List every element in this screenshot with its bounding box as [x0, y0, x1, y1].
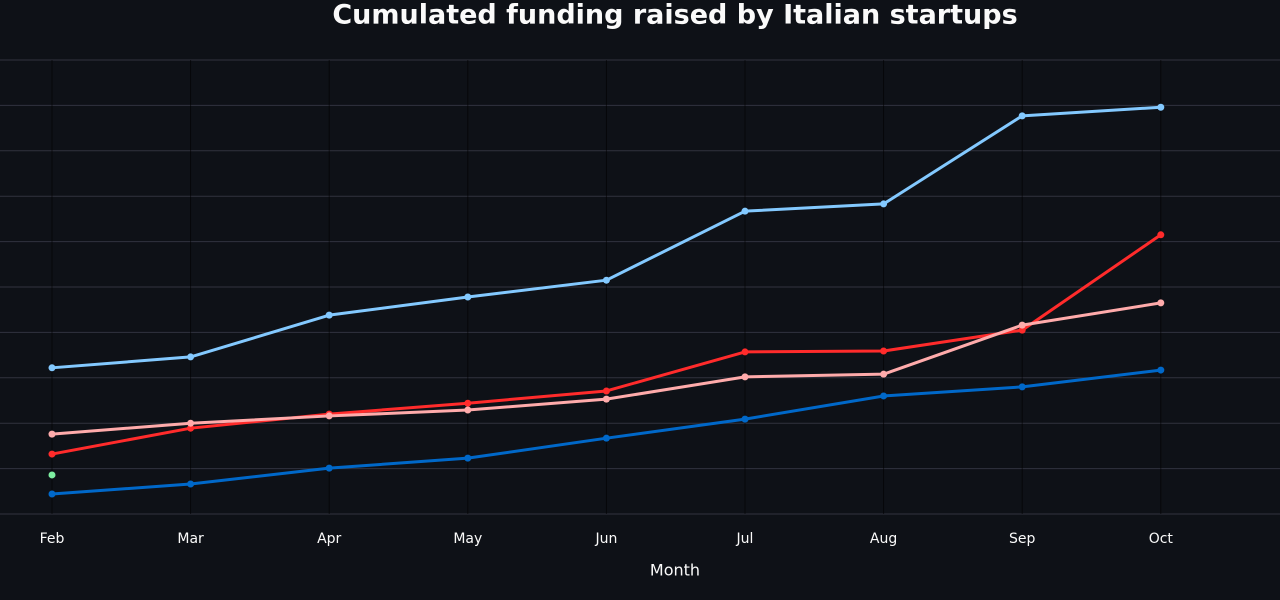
point: [1157, 103, 1165, 111]
point: [325, 311, 333, 319]
chart-title: Cumulated funding raised by Italian star…: [332, 0, 1017, 31]
x-tick-label: Jun: [594, 531, 617, 547]
point: [880, 200, 888, 208]
x-tick-label: Mar: [177, 531, 204, 547]
x-tick-label: Jul: [736, 531, 754, 547]
point: [325, 464, 333, 472]
point: [602, 276, 610, 284]
point: [1018, 112, 1026, 120]
point: [464, 293, 472, 301]
series: [48, 103, 1165, 372]
point: [880, 370, 888, 378]
x-tick-label: Oct: [1149, 531, 1174, 547]
point: [1157, 231, 1165, 239]
point: [602, 387, 610, 395]
point: [464, 406, 472, 414]
point: [1157, 366, 1165, 374]
point: [325, 412, 333, 420]
point: [880, 392, 888, 400]
series: [48, 471, 56, 479]
point: [880, 347, 888, 355]
point: [1018, 321, 1026, 329]
x-tick-label: Feb: [40, 531, 65, 547]
point: [48, 430, 56, 438]
point: [602, 434, 610, 442]
point: [187, 424, 195, 432]
x-tick-label: Sep: [1009, 531, 1036, 547]
point: [187, 353, 195, 361]
point: [48, 364, 56, 372]
series: [48, 299, 1165, 438]
point: [464, 399, 472, 407]
point: [48, 471, 56, 479]
x-tick-label: May: [453, 531, 482, 547]
point: [1018, 326, 1026, 334]
point: [741, 415, 749, 423]
point: [48, 450, 56, 458]
x-tick-label: Aug: [870, 531, 897, 547]
point: [741, 348, 749, 356]
point: [464, 454, 472, 462]
point: [741, 207, 749, 215]
point: [1157, 299, 1165, 307]
point: [741, 373, 749, 381]
x-tick-label: Apr: [317, 531, 341, 547]
grid: [0, 59, 1280, 515]
point: [602, 395, 610, 403]
point: [48, 490, 56, 498]
series: [48, 231, 1165, 458]
point: [1018, 383, 1026, 391]
point: [187, 480, 195, 488]
series: [48, 366, 1165, 498]
point: [187, 419, 195, 427]
x-axis-title: Month: [650, 561, 700, 580]
